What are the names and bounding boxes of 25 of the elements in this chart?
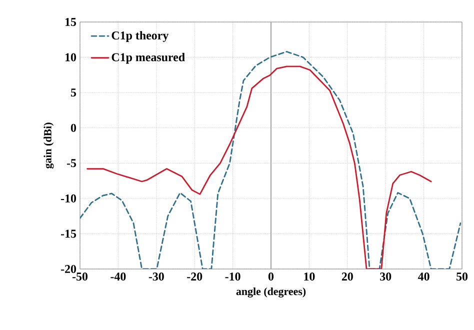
line-series <box>86 66 432 269</box>
y-tick-label: 10 <box>65 53 76 62</box>
y-tick-label: -10 <box>60 194 76 202</box>
y-tick-label: -5 <box>66 159 76 168</box>
legend-label: C1p theory <box>112 31 169 42</box>
y-tick-label: -15 <box>60 230 76 238</box>
x-tick-label: -30 <box>148 272 164 281</box>
x-tick-label: -50 <box>72 272 88 281</box>
y-tick-label: 15 <box>65 18 76 26</box>
x-tick-label: 10 <box>304 272 315 281</box>
y-tick-label: 5 <box>70 88 76 97</box>
x-tick-label: 50 <box>456 272 468 281</box>
x-tick-label: 30 <box>380 272 392 281</box>
x-tick-label: -40 <box>110 272 126 281</box>
y-tick-label: 0 <box>70 124 76 132</box>
x-tick-label: 20 <box>342 272 353 281</box>
x-tick-label: -10 <box>225 272 240 281</box>
legend-label: C1p measured <box>112 52 185 64</box>
x-tick-label: -20 <box>187 272 202 281</box>
y-axis-title: gain (dBi) <box>44 122 54 169</box>
x-tick-label: 0 <box>268 272 274 281</box>
y-tick-label: -20 <box>60 264 76 274</box>
x-tick-label: 40 <box>418 272 430 281</box>
line-series <box>80 50 462 269</box>
x-axis-title: angle (degrees) <box>236 287 306 298</box>
